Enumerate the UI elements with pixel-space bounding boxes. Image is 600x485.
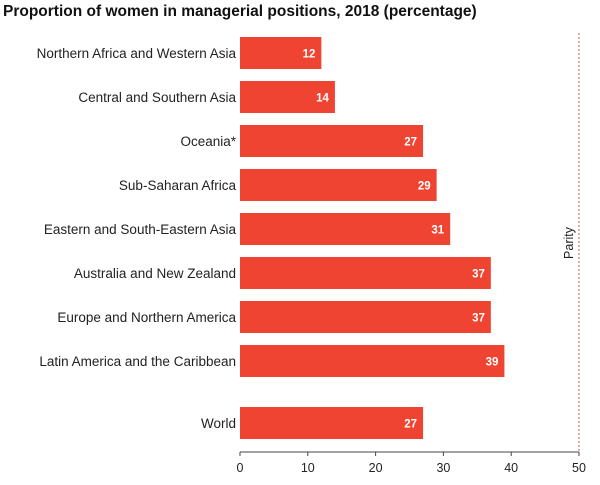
bar-6 <box>240 301 491 333</box>
category-label: Sub-Saharan Africa <box>119 178 237 193</box>
data-label: 39 <box>486 357 499 369</box>
category-label: Europe and Northern America <box>57 310 236 325</box>
x-axis: 0 10 20 30 40 50 <box>237 451 586 475</box>
x-tick-label: 0 <box>237 461 244 475</box>
parity-reference: Parity <box>562 33 580 452</box>
data-label: 27 <box>404 419 417 431</box>
x-tick-label: 50 <box>572 461 586 475</box>
category-label: Northern Africa and Western Asia <box>37 46 237 61</box>
category-label: Latin America and the Caribbean <box>39 354 236 369</box>
chart-title: Proportion of women in managerial positi… <box>3 3 477 20</box>
data-label: 12 <box>303 49 316 61</box>
bar-1 <box>240 81 335 113</box>
data-label: 14 <box>316 93 329 105</box>
data-label: 37 <box>472 313 485 325</box>
bars-group: Northern Africa and Western Asia 12 Centra… <box>37 37 505 439</box>
bar-3 <box>240 169 437 201</box>
parity-label: Parity <box>562 226 576 259</box>
category-label: Central and Southern Asia <box>78 90 236 105</box>
x-tick-label: 30 <box>436 461 450 475</box>
category-label: Australia and New Zealand <box>74 266 236 281</box>
bar-5 <box>240 257 491 289</box>
x-tick-label: 20 <box>369 461 383 475</box>
category-label: Eastern and South-Eastern Asia <box>44 222 237 237</box>
bar-8 <box>240 407 424 439</box>
data-label: 27 <box>404 137 417 149</box>
data-label: 37 <box>472 269 485 281</box>
bar-2 <box>240 125 424 157</box>
bar-0 <box>240 37 322 69</box>
x-tick-label: 10 <box>301 461 315 475</box>
bar-4 <box>240 213 451 245</box>
category-label: Oceania* <box>180 134 236 149</box>
data-label: 31 <box>431 225 444 237</box>
data-label: 29 <box>418 181 431 193</box>
x-tick-label: 40 <box>504 461 518 475</box>
category-label: World <box>201 416 236 431</box>
bar-7 <box>240 345 505 377</box>
